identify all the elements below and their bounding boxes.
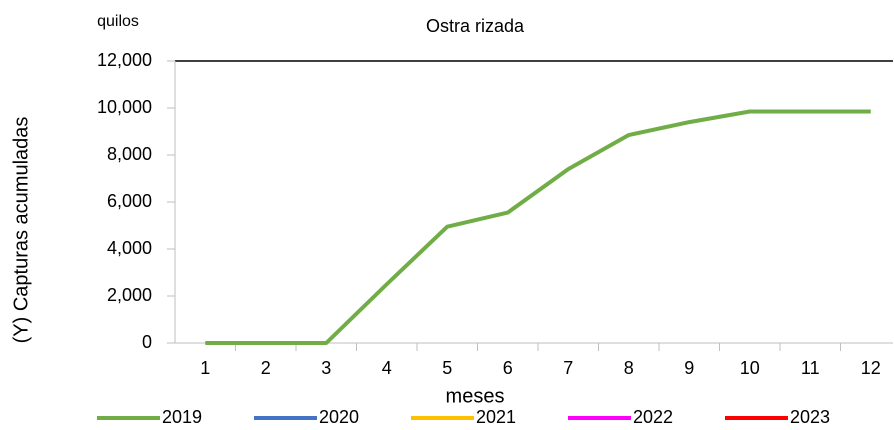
y-tick-label: 12,000	[97, 50, 152, 70]
legend-label: 2020	[319, 407, 359, 427]
x-tick-label: 4	[382, 358, 392, 378]
y-tick-label: 8,000	[107, 144, 152, 164]
x-tick-label: 9	[684, 358, 694, 378]
legend-label: 2022	[633, 407, 673, 427]
x-tick-label: 2	[261, 358, 271, 378]
x-tick-label: 8	[624, 358, 634, 378]
x-tick-label: 3	[321, 358, 331, 378]
legend-label: 2023	[790, 407, 830, 427]
y-axis-label: (Y) Capturas acumuladas	[10, 117, 32, 344]
x-tick-label: 6	[503, 358, 513, 378]
legend-label: 2019	[162, 407, 202, 427]
y-tick-label: 4,000	[107, 238, 152, 258]
x-tick-label: 1	[200, 358, 210, 378]
x-axis-label: meses	[446, 385, 505, 407]
y-tick-label: 6,000	[107, 191, 152, 211]
legend-label: 2021	[476, 407, 516, 427]
data-line	[205, 109, 871, 345]
y-tick-label: 2,000	[107, 285, 152, 305]
chart-title: Ostra rizada	[426, 16, 525, 36]
x-tick-label: 11	[801, 358, 820, 378]
y-tick-label: 10,000	[97, 97, 152, 117]
x-tick-label: 12	[861, 358, 881, 378]
x-tick-label: 10	[740, 358, 760, 378]
y-tick-label: 0	[142, 332, 152, 352]
unit-label: quilos	[97, 13, 139, 30]
x-tick-label: 5	[442, 358, 452, 378]
x-tick-label: 7	[563, 358, 573, 378]
